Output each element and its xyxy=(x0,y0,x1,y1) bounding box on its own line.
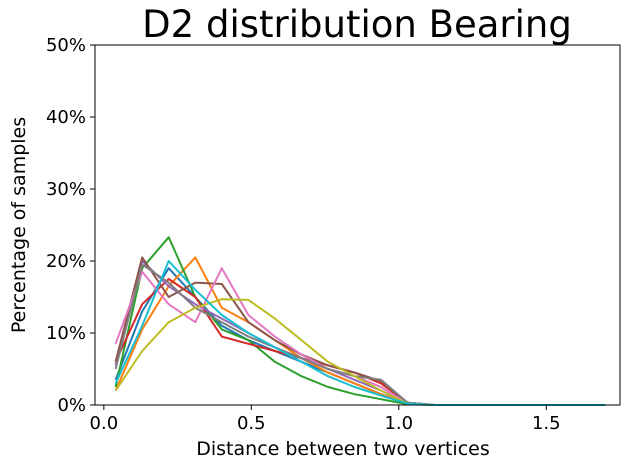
y-tick-label: 10% xyxy=(46,323,86,344)
y-tick-label: 30% xyxy=(46,179,86,200)
series-line-1 xyxy=(114,267,606,406)
plot-frame xyxy=(94,44,621,406)
x-axis: 0.0 0.5 1.0 1.5 xyxy=(90,405,561,434)
x-tick-label: 1.5 xyxy=(532,413,561,434)
x-tick-label: 1.0 xyxy=(384,413,413,434)
y-axis-label: Percentage of samples xyxy=(8,117,30,333)
chart-title: D2 distribution Bearing xyxy=(142,3,572,46)
x-tick-label: 0.5 xyxy=(237,413,266,434)
y-tick-label: 20% xyxy=(46,251,86,272)
y-tick-label: 40% xyxy=(46,107,86,128)
series-layer xyxy=(114,236,606,406)
series-line-10 xyxy=(114,260,606,406)
x-axis-label: Distance between two vertices xyxy=(196,438,489,460)
y-tick-label: 50% xyxy=(46,35,86,56)
y-axis: 0% 10% 20% 30% 40% 50% xyxy=(46,35,95,416)
x-tick-label: 0.0 xyxy=(90,413,119,434)
y-tick-label: 0% xyxy=(57,395,86,416)
series-line-7 xyxy=(114,267,606,406)
